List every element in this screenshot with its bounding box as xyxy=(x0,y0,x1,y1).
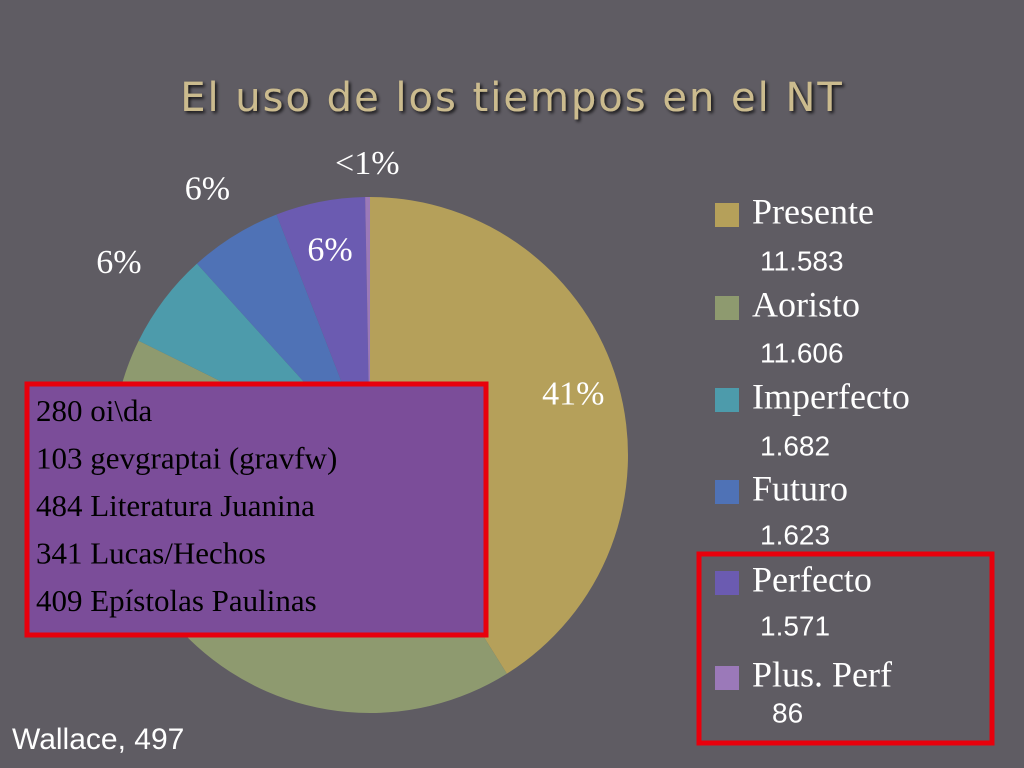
annotation-line: 280 oi\da xyxy=(36,393,152,428)
legend-swatch xyxy=(715,571,739,595)
slice-label: 6% xyxy=(307,231,352,268)
slice-label: 6% xyxy=(185,170,230,207)
annotation-line: 103 gevgraptai (gravfw) xyxy=(36,441,337,476)
legend-label: Plus. Perf xyxy=(752,654,892,694)
annotation-line: 341 Lucas/Hechos xyxy=(36,536,266,571)
legend-count: 1.623 xyxy=(760,519,830,550)
legend-count: 86 xyxy=(772,697,803,728)
legend-label: Imperfecto xyxy=(752,376,910,416)
legend-label: Perfecto xyxy=(752,559,872,599)
highlight-box xyxy=(696,551,995,746)
legend-count: 11.606 xyxy=(760,337,844,368)
legend-swatch xyxy=(715,203,739,227)
chart-title: El uso de los tiempos en el NT xyxy=(180,75,844,121)
legend-swatch xyxy=(715,480,739,504)
legend-label: Futuro xyxy=(752,468,848,508)
legend: Presente 11.583 Aoristo 11.606 Imperfecto 1.6… xyxy=(715,191,910,728)
legend-swatch xyxy=(715,666,739,690)
legend-label: Aoristo xyxy=(752,284,860,324)
legend-label: Presente xyxy=(752,191,874,231)
annotation: 280 oi\da 103 gevgraptai (gravfw) 484 Lite… xyxy=(36,393,337,618)
legend-count: 11.583 xyxy=(760,245,844,276)
slice-label: 41% xyxy=(542,375,604,412)
annotation-line: 409 Epístolas Paulinas xyxy=(36,583,317,618)
source: Wallace, 497 xyxy=(12,723,184,756)
legend-count: 1.682 xyxy=(760,430,830,461)
slice-label: 6% xyxy=(96,244,141,281)
slice-label: <1% xyxy=(335,145,400,182)
legend-swatch xyxy=(715,296,739,320)
legend-count: 1.571 xyxy=(760,610,830,641)
legend-swatch xyxy=(715,388,739,412)
annotation-line: 484 Literatura Juanina xyxy=(36,488,315,523)
annotation-box xyxy=(24,381,489,638)
